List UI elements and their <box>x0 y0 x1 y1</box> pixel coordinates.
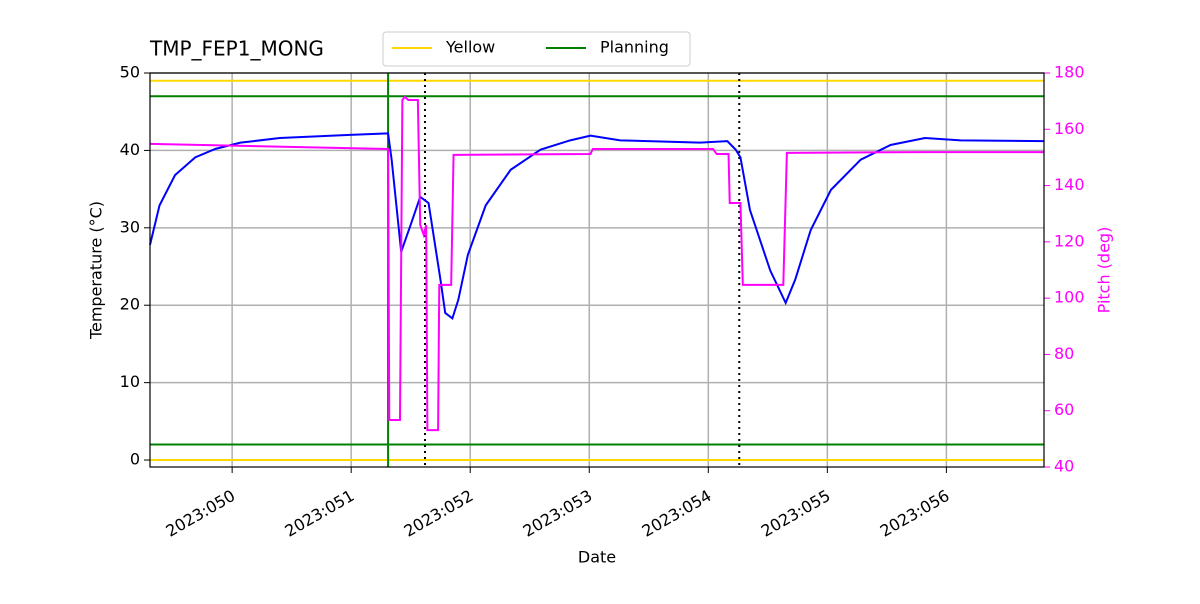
x-tick-label: 2023:053 <box>520 486 596 541</box>
y2-tick-label: 120 <box>1054 231 1085 250</box>
x-tick-label: 2023:051 <box>282 486 358 541</box>
x-axis-label: Date <box>578 548 616 567</box>
y2-tick-label: 80 <box>1054 344 1074 363</box>
x-tick-label: 2023:052 <box>401 486 477 541</box>
y-tick-label: 40 <box>120 140 140 159</box>
series-line <box>149 95 1044 432</box>
y2-tick-label: 140 <box>1054 175 1085 194</box>
y-tick-label: 20 <box>120 295 140 314</box>
y-tick-label: 10 <box>120 372 140 391</box>
y-tick-label: 50 <box>120 63 140 82</box>
x-tick-label: 2023:056 <box>877 486 953 541</box>
y2-tick-label: 60 <box>1054 400 1074 419</box>
legend-box <box>382 31 691 67</box>
y2-tick-label: 40 <box>1054 457 1074 476</box>
plot-frame <box>149 72 1045 468</box>
series-line <box>149 132 1045 321</box>
y2-tick-label: 100 <box>1054 288 1085 307</box>
y2-axis-label: Pitch (deg) <box>1095 227 1114 314</box>
chart-title: TMP_FEP1_MONG <box>149 37 324 61</box>
legend-label: Yellow <box>445 38 495 57</box>
y-axis-label: Temperature (°C) <box>87 201 106 340</box>
legend-label: Planning <box>600 38 669 57</box>
y-tick-label: 0 <box>130 450 140 469</box>
x-tick-label: 2023:055 <box>758 486 834 541</box>
x-tick-label: 2023:050 <box>163 486 239 541</box>
x-tick-label: 2023:054 <box>639 486 715 541</box>
y2-tick-label: 160 <box>1054 119 1085 138</box>
y-tick-label: 30 <box>120 217 140 236</box>
y2-tick-label: 180 <box>1054 63 1085 82</box>
